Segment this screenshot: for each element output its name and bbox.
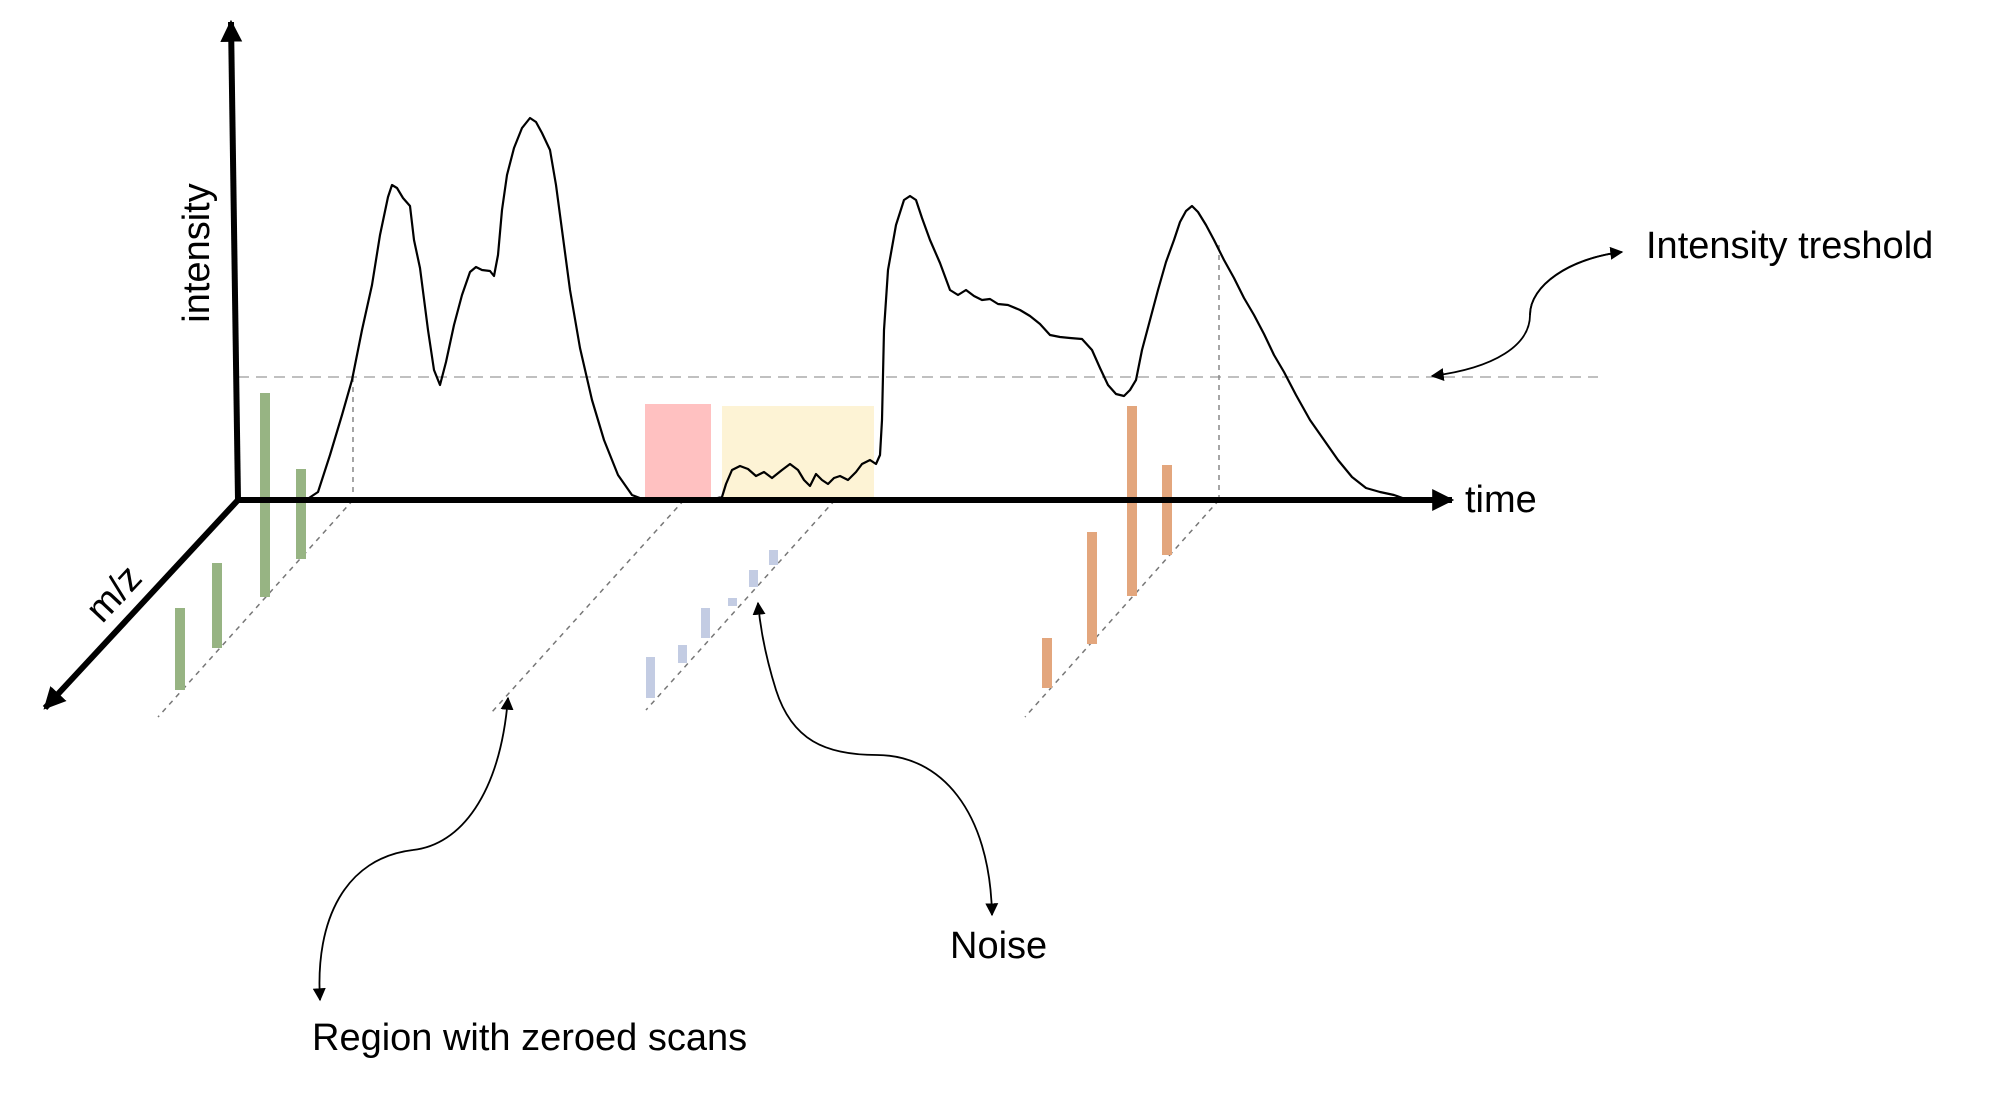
y-axis <box>220 19 243 501</box>
z-axis <box>42 497 241 711</box>
x-axis-label: time <box>1465 479 1537 521</box>
blue-bar <box>701 608 710 638</box>
noise-annotation-arrow-2 <box>876 754 999 917</box>
orange-bar <box>1162 465 1172 555</box>
y-axis-label: intensity <box>176 183 218 322</box>
zeroed-scans-region <box>645 404 711 500</box>
noise-region <box>722 406 874 500</box>
green-bar <box>296 469 306 559</box>
green-bar <box>175 608 185 690</box>
threshold-annotation-label: Intensity treshold <box>1646 225 1933 267</box>
green-bar <box>212 563 222 648</box>
zeroed-annotation-arrow-2 <box>312 849 414 1002</box>
chromatogram-curve <box>305 116 1425 502</box>
orange-bar <box>1042 638 1052 688</box>
green-bar <box>260 393 270 597</box>
noise-annotation-arrow <box>752 601 878 756</box>
orange-bar <box>1087 532 1097 644</box>
green-peak-bars <box>175 393 306 690</box>
blue-bar <box>646 657 655 698</box>
blue-bar <box>749 570 758 587</box>
blue-bar <box>728 598 737 606</box>
noise-annotation-label: Noise <box>950 925 1047 967</box>
zeroed-annotation-arrow <box>412 696 514 851</box>
threshold-annotation-arrow-tail <box>1529 246 1624 316</box>
mz-guide-lines <box>157 499 1220 718</box>
threshold-annotation-arrow <box>1430 252 1616 381</box>
axes <box>42 19 1455 711</box>
orange-peak-bars <box>1042 406 1172 688</box>
blue-bar <box>678 645 687 663</box>
z-axis-label: m/z <box>78 557 150 630</box>
blue-noise-bars <box>646 550 778 698</box>
blue-bar <box>769 550 778 565</box>
zeroed-annotation-label: Region with zeroed scans <box>312 1017 747 1059</box>
